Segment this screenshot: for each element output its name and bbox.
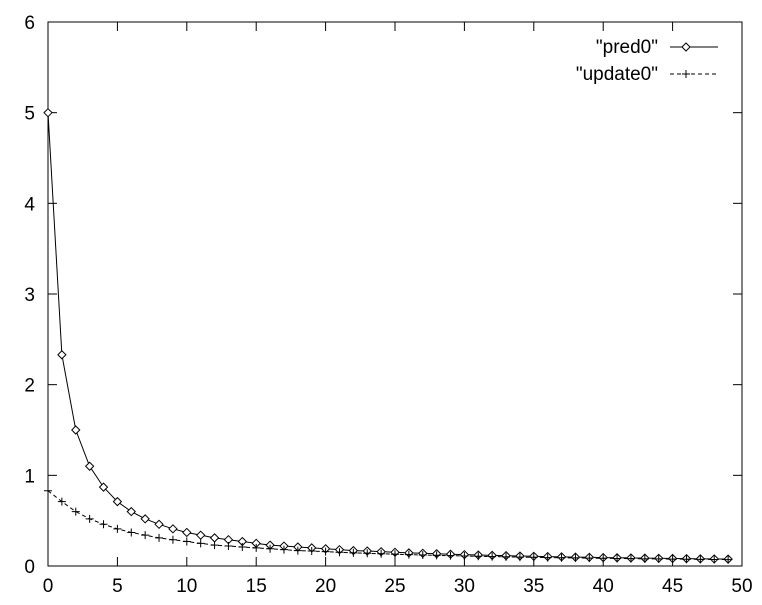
data-point (71, 507, 80, 516)
data-point (474, 552, 483, 561)
data-point (710, 555, 719, 564)
y-tick-label: 1 (24, 466, 35, 487)
data-point (57, 497, 66, 506)
data-point (682, 555, 691, 564)
y-tick-label: 6 (24, 13, 35, 34)
data-point (335, 548, 344, 557)
data-point (182, 527, 192, 538)
data-point (113, 524, 122, 533)
x-tick-label: 40 (593, 576, 614, 597)
data-point (363, 549, 372, 558)
data-point (57, 350, 67, 360)
data-point (209, 533, 220, 543)
data-point (99, 520, 108, 529)
x-tick-label: 30 (454, 576, 475, 597)
data-point (515, 553, 524, 562)
data-point (626, 554, 635, 563)
x-tick-label: 10 (176, 576, 197, 597)
data-point (349, 548, 358, 557)
data-point (432, 551, 441, 560)
data-point (460, 552, 469, 561)
y-tick-label: 3 (24, 285, 35, 306)
data-point (418, 551, 427, 560)
data-point (613, 554, 622, 563)
data-point (640, 554, 649, 563)
data-point (529, 553, 538, 562)
data-point (154, 519, 164, 530)
legend-label: "update0" (576, 64, 658, 85)
x-tick-label: 35 (523, 576, 544, 597)
legend-marker (681, 42, 691, 52)
data-point (557, 553, 566, 562)
data-point (168, 524, 178, 534)
x-tick-label: 25 (384, 576, 405, 597)
data-point (654, 554, 663, 563)
plot-frame (47, 21, 743, 567)
data-point (571, 553, 580, 562)
legend: "pred0" "update0" (576, 37, 718, 85)
data-point (543, 553, 552, 562)
data-point (585, 554, 594, 563)
data-point (404, 550, 413, 559)
x-tick-label: 5 (112, 576, 123, 597)
data-point (446, 551, 455, 560)
data-point (84, 461, 95, 471)
data-point (112, 496, 123, 507)
series-line (47, 490, 729, 561)
data-point (724, 555, 733, 564)
x-tick-label: 20 (315, 576, 336, 597)
legend-label: "pred0" (596, 37, 658, 58)
data-point (599, 554, 608, 563)
y-tick-label: 0 (24, 557, 35, 578)
data-point (502, 552, 511, 561)
data-point (195, 530, 206, 540)
y-tick-label: 5 (24, 104, 35, 125)
y-tick-label: 2 (24, 376, 35, 397)
data-point (168, 535, 177, 544)
x-tick-label: 50 (731, 576, 752, 597)
data-point (85, 514, 94, 523)
data-point (293, 546, 302, 555)
series-1 (44, 486, 733, 564)
data-point (307, 547, 316, 556)
data-point (127, 528, 136, 537)
data-point (377, 549, 386, 558)
data-point (44, 486, 52, 495)
data-point (224, 542, 233, 551)
data-point (182, 537, 191, 546)
data-point (210, 541, 219, 550)
data-point (279, 545, 288, 554)
x-tick-label: 45 (662, 576, 683, 597)
series-line (47, 112, 729, 560)
data-point (126, 506, 136, 517)
data-point (696, 555, 705, 564)
legend-marker (682, 70, 690, 78)
data-point (141, 531, 150, 540)
series-layer (43, 107, 733, 564)
data-point (98, 482, 109, 492)
y-tick-label: 4 (24, 194, 35, 215)
series-0 (43, 107, 733, 564)
data-point (43, 107, 53, 118)
data-point (391, 550, 399, 559)
data-point (266, 544, 275, 553)
data-point (71, 425, 81, 435)
data-point (140, 514, 150, 524)
x-tick-label: 15 (246, 576, 267, 597)
data-point (488, 552, 497, 561)
data-point (238, 542, 247, 551)
data-point (321, 547, 330, 556)
data-point (668, 555, 677, 564)
data-point (196, 539, 205, 548)
x-tick-label: 0 (43, 576, 54, 597)
data-point (155, 533, 164, 542)
data-point (252, 543, 261, 552)
